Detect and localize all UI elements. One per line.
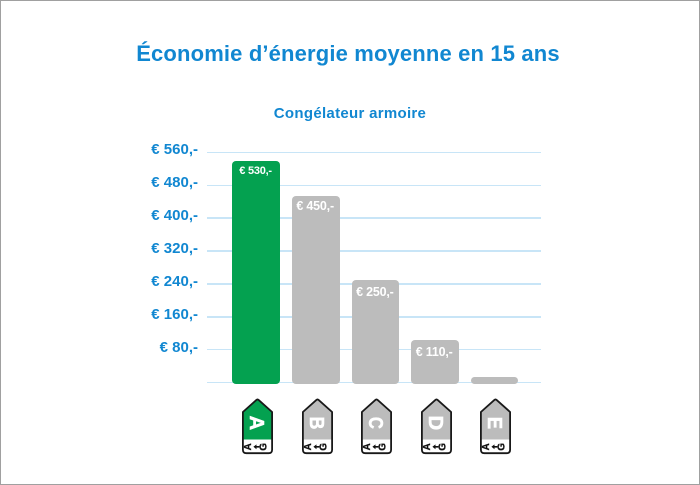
svg-text:A: A: [422, 443, 433, 450]
svg-text:A: A: [243, 443, 254, 450]
svg-text:G: G: [259, 442, 270, 450]
svg-text:G: G: [437, 442, 448, 450]
svg-text:C: C: [364, 417, 387, 429]
svg-text:G: G: [378, 442, 389, 450]
svg-text:D: D: [423, 415, 446, 430]
svg-text:G: G: [318, 442, 329, 450]
svg-text:A: A: [303, 443, 314, 450]
svg-text:E: E: [483, 417, 506, 429]
svg-text:A: A: [481, 443, 492, 450]
svg-text:B: B: [304, 416, 327, 429]
svg-text:A: A: [362, 443, 373, 450]
svg-text:G: G: [496, 442, 507, 450]
svg-text:A: A: [245, 415, 268, 430]
